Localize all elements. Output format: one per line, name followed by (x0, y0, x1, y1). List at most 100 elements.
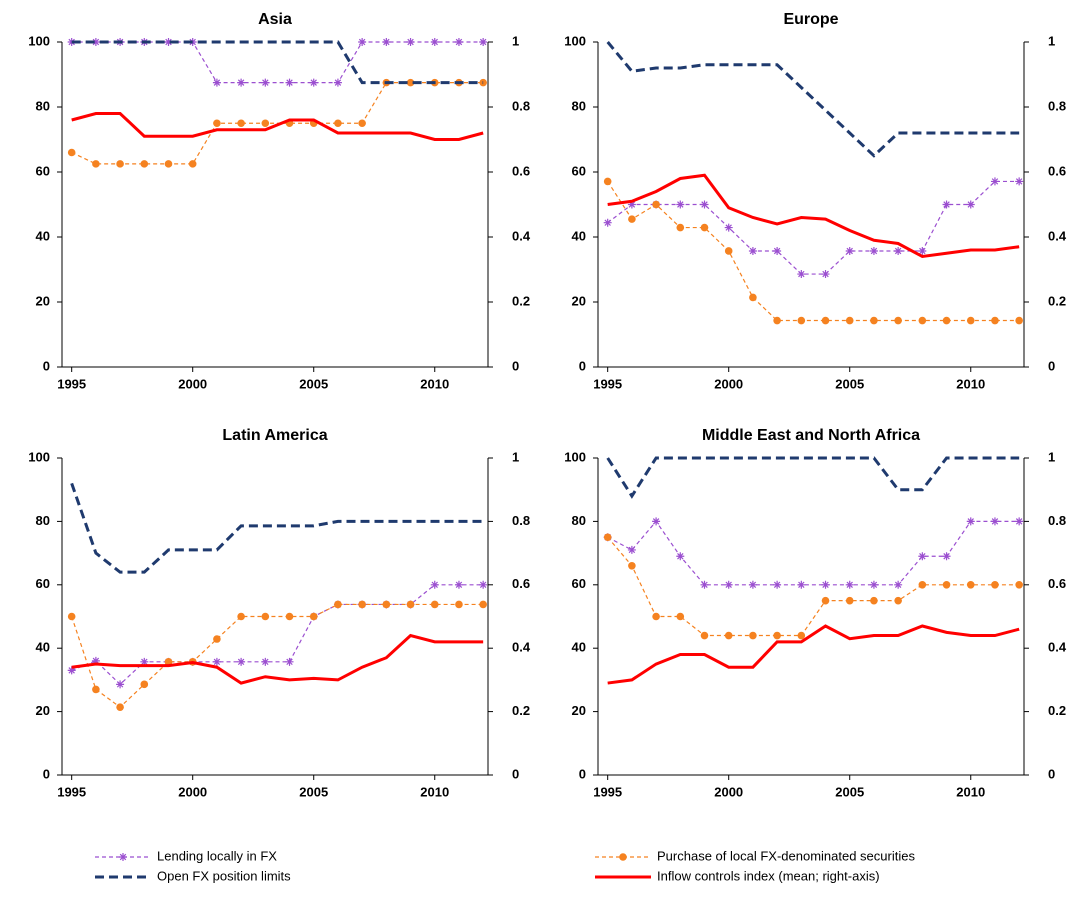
series-line (71, 41, 484, 84)
marker (309, 78, 318, 87)
marker (309, 612, 318, 621)
marker (748, 580, 757, 589)
marker (479, 600, 487, 609)
y2-tick-label: 0.2 (1048, 703, 1066, 718)
marker (797, 316, 806, 325)
marker (261, 119, 270, 128)
marker (942, 581, 951, 589)
y2-tick-label: 0.2 (512, 293, 530, 308)
marker (724, 223, 733, 232)
marker (358, 119, 366, 128)
marker (164, 658, 173, 666)
marker (918, 246, 927, 255)
y-tick-label: 100 (28, 449, 50, 464)
marker (213, 119, 221, 128)
marker (894, 596, 902, 605)
y-tick-label: 80 (36, 98, 50, 113)
y2-tick-label: 0 (512, 358, 519, 373)
y2-tick-label: 0 (1048, 358, 1055, 373)
marker (797, 580, 806, 589)
x-tick-label: 2000 (714, 784, 743, 799)
marker (455, 600, 463, 609)
marker (261, 78, 270, 87)
series-line (71, 112, 484, 141)
x-tick-label: 2005 (835, 376, 864, 391)
marker (676, 552, 685, 561)
marker (430, 580, 439, 589)
marker (116, 680, 125, 689)
y-tick-label: 80 (572, 98, 586, 113)
y2-tick-label: 0.2 (1048, 293, 1066, 308)
x-tick-label: 2005 (835, 784, 864, 799)
marker (92, 685, 100, 694)
marker (724, 247, 733, 255)
marker (140, 680, 149, 689)
y-tick-label: 60 (572, 576, 586, 591)
y2-tick-label: 0.6 (1048, 163, 1066, 178)
y-tick-label: 60 (36, 576, 50, 591)
x-tick-label: 1995 (593, 784, 622, 799)
y2-tick-label: 0.4 (1048, 228, 1067, 243)
marker (261, 612, 270, 621)
series-line (70, 482, 484, 574)
marker (990, 177, 999, 186)
marker (869, 246, 878, 255)
marker (116, 160, 124, 168)
marker (749, 631, 757, 640)
x-tick-label: 2010 (956, 376, 985, 391)
marker (261, 657, 270, 666)
series-line (71, 584, 484, 686)
marker (942, 200, 951, 209)
series-line (606, 41, 1020, 158)
marker (676, 612, 685, 621)
y2-tick-label: 0.6 (512, 163, 530, 178)
marker (454, 580, 463, 589)
marker (603, 218, 612, 227)
marker (67, 148, 76, 157)
marker (797, 270, 806, 279)
marker (358, 38, 367, 46)
marker (918, 316, 927, 325)
marker (430, 600, 439, 609)
marker (430, 38, 439, 46)
legend-label: Purchase of local FX-denominated securit… (657, 848, 915, 863)
y-tick-label: 100 (564, 33, 586, 48)
marker (67, 666, 76, 675)
x-tick-label: 2000 (178, 784, 207, 799)
y-tick-label: 40 (36, 640, 50, 655)
series-line (607, 624, 1020, 685)
marker (140, 657, 149, 666)
y-tick-label: 40 (36, 228, 50, 243)
marker (116, 703, 124, 711)
marker (942, 316, 951, 325)
marker (845, 596, 854, 605)
marker (918, 581, 927, 589)
y-tick-label: 20 (36, 293, 50, 308)
marker (652, 612, 660, 621)
marker (237, 119, 245, 128)
marker (628, 561, 636, 570)
x-tick-label: 2005 (299, 784, 328, 799)
marker (164, 38, 173, 46)
marker (700, 200, 709, 209)
marker (188, 38, 197, 46)
marker (845, 246, 854, 255)
x-tick-label: 2000 (178, 376, 207, 391)
marker (603, 533, 612, 542)
series-line (607, 173, 1020, 259)
y2-tick-label: 0.4 (512, 228, 531, 243)
marker (188, 160, 197, 168)
marker (894, 316, 902, 325)
x-tick-label: 2010 (420, 784, 449, 799)
marker (797, 631, 806, 640)
marker (334, 119, 342, 128)
legend-label: Open FX position limits (157, 868, 291, 883)
marker (990, 517, 999, 526)
marker (773, 246, 782, 255)
y-tick-label: 100 (564, 449, 586, 464)
y-tick-label: 80 (572, 513, 586, 528)
marker (894, 246, 903, 255)
marker (700, 223, 709, 232)
x-tick-label: 1995 (57, 376, 86, 391)
